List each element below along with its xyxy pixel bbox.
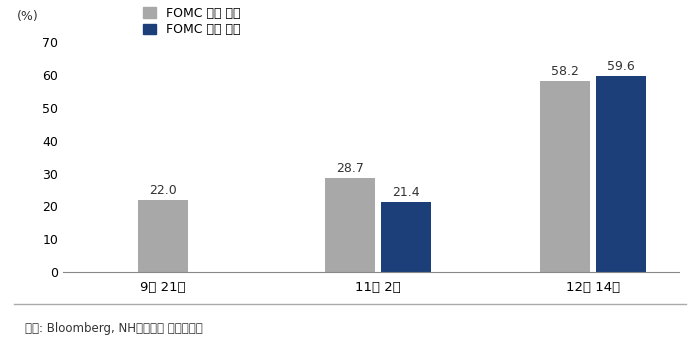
Text: 자료: Bloomberg, NH투자증권 리서치센터: 자료: Bloomberg, NH투자증권 리서치센터 [25, 322, 202, 335]
Text: 28.7: 28.7 [336, 162, 364, 175]
Bar [381, 202, 431, 272]
Text: 21.4: 21.4 [392, 186, 420, 199]
Bar [138, 200, 188, 272]
Bar [540, 81, 590, 272]
Legend: FOMC 회의 직전, FOMC 회의 직후: FOMC 회의 직전, FOMC 회의 직후 [144, 7, 240, 36]
Bar [326, 178, 375, 272]
Text: (%): (%) [17, 10, 38, 23]
Bar [596, 76, 646, 272]
Text: 59.6: 59.6 [607, 60, 635, 74]
Text: 58.2: 58.2 [551, 65, 579, 78]
Text: 22.0: 22.0 [149, 184, 177, 197]
